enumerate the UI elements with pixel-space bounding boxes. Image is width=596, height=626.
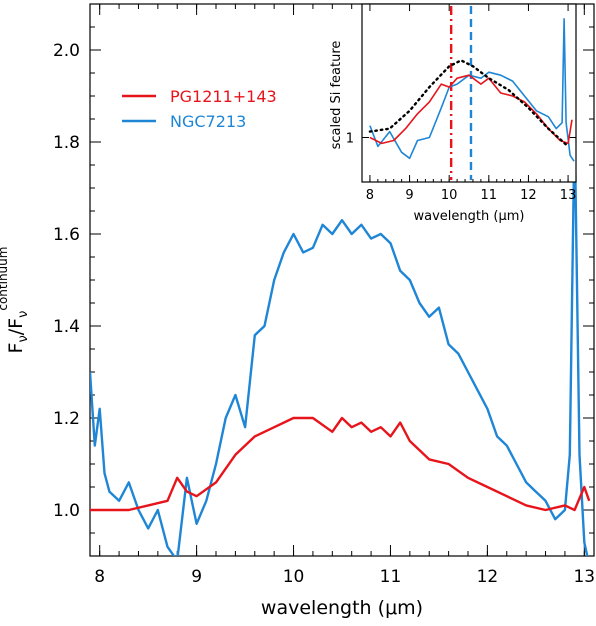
main-plot: 8 9 10 11 12 13 1.0 1.2 1.4 1.6 1.8 2.0 PG1211+143 NG… <box>0 3 595 619</box>
x-axis-title: wavelength (μm) <box>261 597 423 619</box>
inset-x-title-post: m) <box>507 209 525 224</box>
legend-label: NGC7213 <box>170 112 246 131</box>
y-tick-label: 1.8 <box>53 133 80 153</box>
inset-x-tick-label: 13 <box>560 188 577 203</box>
y-tick-label: 1.6 <box>53 225 80 245</box>
y-axis-title-slash: /F <box>5 318 27 335</box>
x-tick-label: 11 <box>380 567 402 587</box>
inset-series-line <box>368 59 570 148</box>
inset-x-axis-title: wavelength (μm) <box>414 209 525 224</box>
inset-plot: 8 9 10 11 12 13 1 wavelength (μm) scaled Si feat… <box>329 3 577 224</box>
y-axis-title-f: F <box>5 343 27 354</box>
inset-x-tick-label: 8 <box>366 188 374 203</box>
x-axis-title-mu: μ <box>385 597 397 619</box>
x-tick-label: 12 <box>477 567 499 587</box>
x-tick-label: 10 <box>283 567 305 587</box>
inset-x-tick-label: 12 <box>520 188 537 203</box>
y-axis-title-nu: ν <box>16 335 31 342</box>
y-axis-title-sup: continuum <box>0 247 10 311</box>
inset-frame <box>361 3 577 183</box>
inset-x-tick-label: 9 <box>405 188 413 203</box>
y-tick-label: 2.0 <box>53 41 80 61</box>
inset-x-title-mu: μ <box>498 209 506 224</box>
x-tick-label: 8 <box>94 567 105 587</box>
series-line-pg1211-143 <box>90 416 591 512</box>
legend-label: PG1211+143 <box>170 87 277 106</box>
y-tick-label: 1.0 <box>53 501 80 521</box>
inset-x-title-pre: wavelength ( <box>414 209 499 224</box>
x-tick-label: 9 <box>191 567 202 587</box>
inset-x-tick-label: 10 <box>441 188 458 203</box>
y-tick-label: 1.4 <box>53 317 80 337</box>
inset-y-tick-label: 1 <box>346 132 354 147</box>
x-axis-title-post: m) <box>397 597 423 619</box>
y-axis-title: Fν/Fν continuum <box>0 247 31 354</box>
series-line-ngc7213 <box>90 122 589 556</box>
y-tick-label: 1.2 <box>53 409 80 429</box>
inset-x-tick-label: 11 <box>481 188 498 203</box>
y-axis-title-nu2: ν <box>16 311 31 318</box>
x-tick-label: 13 <box>573 567 595 587</box>
inset-y-axis-title: scaled Si feature <box>329 41 344 150</box>
x-axis-title-pre: wavelength ( <box>261 597 385 619</box>
